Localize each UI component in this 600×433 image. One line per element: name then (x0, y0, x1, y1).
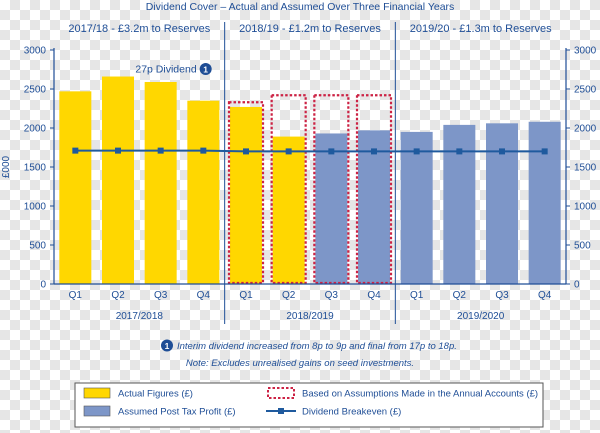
y-tick-label-left-2500: 2500 (24, 85, 47, 96)
footnote-text-1: Interim dividend increased from 8p to 9p… (177, 341, 457, 352)
x-tick-label-1: Q1 (69, 290, 83, 301)
legend-swatch-assumed (83, 405, 111, 417)
y-axis-label: £000 (1, 155, 12, 178)
x-tick-label-7: Q3 (325, 290, 339, 301)
footnotes: 1 Interim dividend increased from 8p to 9… (161, 339, 457, 369)
year-headers: 2017/18 - £3.2m to Reserves 2018/19 - £1.… (68, 23, 552, 35)
breakeven-marker-2 (115, 147, 121, 154)
assumption-outline-7 (313, 94, 350, 285)
legend: Actual Figures (£) Based on Assumptions M… (74, 382, 544, 428)
footnote-marker-circle-1 (161, 339, 173, 352)
breakeven-marker-1 (72, 147, 79, 154)
annotation-marker-circle-1 (199, 63, 212, 75)
bar-assumed-11 (486, 123, 518, 284)
breakeven-marker-7 (328, 148, 335, 155)
footnote-marker-number-1: 1 (165, 341, 170, 351)
legend-swatch-line-marker (278, 408, 284, 414)
year-label-3: 2019/2020 (457, 311, 505, 322)
y-tick-label-right-1500: 1500 (574, 163, 597, 174)
bar-actual-6 (272, 136, 305, 284)
bar-assumed-9 (400, 131, 433, 284)
y-tick-label-right-1000: 1000 (574, 202, 597, 213)
bar-actual-5 (230, 106, 262, 284)
year-header-1: 2017/18 - £3.2m to Reserves (68, 23, 210, 35)
x-tick-label-3: Q3 (154, 290, 168, 301)
x-tick-label-5: Q1 (239, 290, 253, 301)
x-tick-label-6: Q2 (282, 290, 296, 301)
y-tick-label-left-0: 0 (40, 280, 46, 291)
year-header-2: 2018/19 - £1.2m to Reserves (239, 23, 381, 35)
x-tick-label-9: Q1 (410, 290, 424, 301)
assumption-outlines (227, 94, 393, 285)
y-tick-label-left-500: 500 (29, 241, 46, 252)
legend-swatch-dashed (267, 387, 295, 399)
bar-actual-3 (144, 81, 177, 284)
y-tick-label-left-3000: 3000 (24, 46, 47, 57)
bars (59, 76, 561, 285)
bar-assumed-7 (315, 133, 348, 284)
y-tick-label-right-2000: 2000 (574, 124, 597, 135)
axes: 2017/2018 2018/2019 2019/2020 0 0 500 500 1000 1… (1, 46, 597, 323)
breakeven-line (72, 147, 548, 155)
x-tick-label-8: Q4 (367, 290, 381, 301)
breakeven-polyline (75, 149, 545, 153)
y-tick-label-left-1000: 1000 (24, 202, 47, 213)
y-tick-label-left-2000: 2000 (24, 124, 47, 135)
assumption-outline-8 (355, 94, 393, 285)
bar-assumed-12 (528, 121, 561, 284)
assumption-outline-5 (227, 101, 265, 285)
y-tick-label-right-3000: 3000 (574, 46, 597, 57)
breakeven-marker-12 (541, 148, 548, 155)
bar-actual-1 (59, 91, 92, 284)
chart-title: Dividend Cover – Actual and Assumed Over… (146, 1, 455, 13)
x-tick-label-2: Q2 (111, 290, 125, 301)
y-tick-label-right-2500: 2500 (574, 85, 597, 96)
bar-actual-2 (102, 76, 134, 285)
legend-label-3: Assumed Post Tax Profit (£) (118, 407, 236, 418)
x-tick-label-4: Q4 (197, 290, 211, 301)
year-dividers (224, 22, 396, 324)
legend-label-1: Actual Figures (£) (118, 389, 193, 400)
bar-assumed-8 (358, 130, 390, 284)
legend-label-2: Based on Assumptions Made in the Annual … (302, 389, 538, 400)
legend-box (74, 382, 544, 428)
x-tick-label-10: Q2 (453, 290, 467, 301)
breakeven-marker-6 (285, 148, 292, 155)
breakeven-marker-8 (371, 148, 377, 155)
y-tick-label-right-500: 500 (574, 241, 591, 252)
legend-label-4: Dividend Breakeven (£) (302, 407, 401, 418)
breakeven-marker-4 (200, 147, 207, 154)
breakeven-marker-3 (157, 147, 164, 154)
annotation-marker-number-1: 1 (203, 65, 208, 75)
annotation-text-1: 27p Dividend (135, 64, 196, 76)
footnote-text-2: Note: Excludes unrealised gains on seed … (186, 358, 414, 369)
y-tick-label-left-1500: 1500 (24, 163, 47, 174)
breakeven-marker-9 (413, 148, 420, 155)
year-label-1: 2017/2018 (116, 311, 164, 322)
assumption-outline-6 (270, 94, 307, 285)
bar-actual-4 (187, 100, 220, 284)
year-header-3: 2019/20 - £1.3m to Reserves (410, 23, 552, 35)
year-label-2: 2018/2019 (286, 311, 334, 322)
legend-swatch-actual (83, 387, 111, 399)
breakeven-marker-5 (243, 148, 249, 155)
breakeven-marker-10 (456, 148, 463, 155)
y-tick-label-right-0: 0 (574, 280, 580, 291)
x-tick-label-12: Q4 (538, 290, 552, 301)
x-tick-label-11: Q3 (495, 290, 509, 301)
annotations: 27p Dividend 1 (135, 63, 212, 76)
breakeven-marker-11 (499, 148, 505, 155)
